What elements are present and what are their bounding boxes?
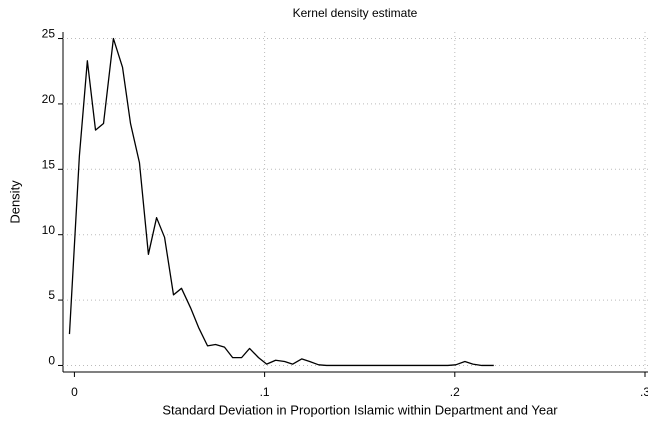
x-tick-label: .1 — [260, 385, 270, 399]
y-tick-label: 25 — [42, 27, 56, 41]
x-axis-title: Standard Deviation in Proportion Islamic… — [162, 402, 558, 417]
y-tick-label: 10 — [42, 223, 56, 237]
y-tick-label: 5 — [48, 288, 55, 302]
density-line — [68, 37, 494, 367]
x-tick-label: 0 — [71, 385, 78, 399]
x-tick-label: .2 — [450, 385, 460, 399]
y-tick-label: 15 — [42, 157, 56, 171]
y-axis-title: Density — [7, 180, 22, 224]
chart-title: Kernel density estimate — [293, 6, 418, 20]
y-tick-label: 20 — [42, 92, 56, 106]
y-tick-label: 0 — [48, 354, 55, 368]
x-tick-label: .3 — [640, 385, 648, 399]
